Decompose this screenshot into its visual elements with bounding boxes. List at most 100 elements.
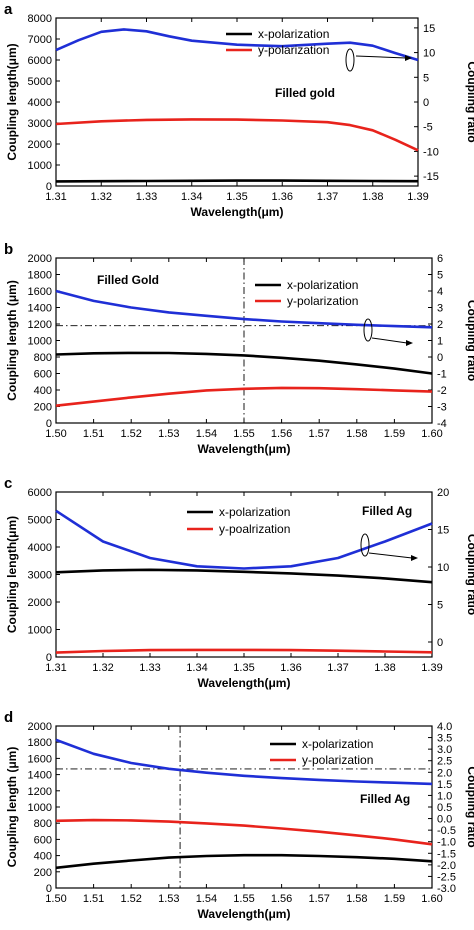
y-tick-label: 800	[34, 818, 52, 830]
series-line-coupling-ratio	[55, 509, 433, 570]
legend-label: y-polarization	[287, 294, 358, 308]
x-axis-title: Wavelength(μm)	[198, 442, 291, 456]
x-tick-label: 1.53	[158, 428, 179, 440]
axis-pointer-arrow-shaft	[355, 55, 407, 59]
y-tick-label: 5000	[28, 76, 52, 88]
y-tick-label: 1200	[28, 786, 52, 798]
x-tick-label: 1.60	[421, 893, 442, 905]
y-tick-label: 1200	[28, 319, 52, 331]
y-tick-label: 600	[34, 369, 52, 381]
y2-tick-label: 1.5	[437, 779, 452, 791]
y-tick-label: 1000	[28, 160, 52, 172]
x-tick-label: 1.56	[271, 428, 292, 440]
y-tick-label: 3000	[28, 570, 52, 582]
material-annotation: Filled Ag	[362, 504, 412, 518]
y2-tick-label: -1	[437, 369, 447, 381]
x-tick-label: 1.55	[233, 428, 254, 440]
y-tick-label: 1400	[28, 770, 52, 782]
legend-label: y-polarization	[302, 753, 373, 767]
legend-label: x-polarization	[219, 505, 290, 519]
y-axis-title: Coupling length(μm)	[5, 43, 19, 160]
axis-pointer-arrow-shaft	[368, 552, 413, 559]
x-tick-label: 1.38	[374, 662, 395, 674]
curve-marker-ellipse	[345, 48, 355, 72]
y2-tick-label: -0.5	[437, 825, 456, 837]
y2-tick-label: 5	[437, 600, 443, 612]
material-annotation: Filled Gold	[97, 273, 159, 287]
y2-tick-label: 10	[423, 48, 435, 60]
x-tick-label: 1.59	[384, 893, 405, 905]
x-tick-label: 1.34	[181, 191, 202, 203]
series-line-coupling-ratio	[55, 738, 433, 786]
x-tick-label: 1.37	[317, 191, 338, 203]
x-tick-label: 1.51	[83, 428, 104, 440]
x-tick-label: 1.60	[421, 428, 442, 440]
x-tick-label: 1.55	[233, 893, 254, 905]
x-tick-label: 1.39	[407, 191, 428, 203]
y-tick-label: 1600	[28, 753, 52, 765]
series-line-x-polarization	[55, 351, 433, 375]
y-axis-title: Coupling length(μm)	[5, 516, 19, 633]
series-line-x-polarization	[55, 179, 419, 183]
x-tick-label: 1.58	[346, 893, 367, 905]
y2-tick-label: 5	[437, 270, 443, 282]
chart-panel-a: a 1.31 1.32 1.33 1.34 1.35 1.36 1.37 1.38 1.39 0 10…	[4, 1, 474, 219]
x-axis-title: Wavelength(μm)	[191, 205, 284, 219]
chart-panel-c: c 1.31 1.32 1.33 1.34 1.35 1.36 1.37 1.38 1.39 0 10…	[4, 475, 474, 690]
series-line-y-polarization	[55, 118, 419, 152]
x-tick-label: 1.33	[136, 191, 157, 203]
x-tick-label: 1.36	[280, 662, 301, 674]
y-tick-label: 200	[34, 867, 52, 879]
x-tick-label: 1.31	[45, 191, 66, 203]
y-tick-label: 3000	[28, 118, 52, 130]
y-tick-label: 800	[34, 352, 52, 364]
x-tick-label: 1.35	[226, 191, 247, 203]
series-line-y-polarization	[55, 818, 433, 846]
y-axis-title: Coupling length (μm)	[5, 280, 19, 401]
y2-tick-label: 20	[437, 487, 449, 499]
y-tick-label: 2000	[28, 597, 52, 609]
x-tick-label: 1.54	[196, 428, 217, 440]
y2-tick-label: -2.0	[437, 860, 456, 872]
y2-tick-label: 2.5	[437, 756, 452, 768]
y2-tick-label: -3.0	[437, 883, 456, 895]
x-tick-label: 1.56	[271, 893, 292, 905]
y2-tick-label: -2	[437, 385, 447, 397]
x-tick-label: 1.33	[139, 662, 160, 674]
y2-axis-title: Coupling ratio	[465, 534, 474, 615]
y-tick-label: 400	[34, 851, 52, 863]
y-tick-label: 6000	[28, 487, 52, 499]
y-tick-label: 0	[46, 181, 52, 193]
material-annotation: Filled gold	[275, 86, 335, 100]
y2-tick-label: 0	[423, 97, 429, 109]
y2-tick-label: -4	[437, 418, 447, 430]
y2-tick-label: 2	[437, 319, 443, 331]
series-line-coupling-ratio	[55, 28, 419, 62]
chart-panel-d: d1.50 1.51 1.52 1.53 1.54 1.55 1.56 1.57 1.58 1.5…	[4, 709, 474, 921]
y-tick-label: 1600	[28, 286, 52, 298]
y-tick-label: 400	[34, 385, 52, 397]
y-tick-label: 600	[34, 834, 52, 846]
y2-tick-label: 0.5	[437, 802, 452, 814]
y2-tick-label: 5	[423, 72, 429, 84]
series-line-x-polarization	[55, 568, 433, 584]
series-line-coupling-ratio	[55, 289, 433, 329]
y-tick-label: 0	[46, 418, 52, 430]
y-tick-label: 1000	[28, 625, 52, 637]
y2-tick-label: 3.0	[437, 744, 452, 756]
y2-tick-label: 4.0	[437, 721, 452, 733]
panel-label: d	[4, 709, 13, 726]
y2-tick-label: 4	[437, 286, 443, 298]
x-tick-label: 1.36	[272, 191, 293, 203]
y2-tick-label: 0.0	[437, 814, 452, 826]
y2-tick-label: 0	[437, 637, 443, 649]
y-tick-label: 8000	[28, 13, 52, 25]
y-tick-label: 1400	[28, 303, 52, 315]
y-tick-label: 4000	[28, 97, 52, 109]
y-tick-label: 1000	[28, 802, 52, 814]
axis-pointer-arrow-head	[411, 555, 418, 561]
material-annotation: Filled Ag	[360, 792, 410, 806]
x-tick-label: 1.35	[233, 662, 254, 674]
x-tick-label: 1.39	[421, 662, 442, 674]
x-tick-label: 1.52	[120, 893, 141, 905]
